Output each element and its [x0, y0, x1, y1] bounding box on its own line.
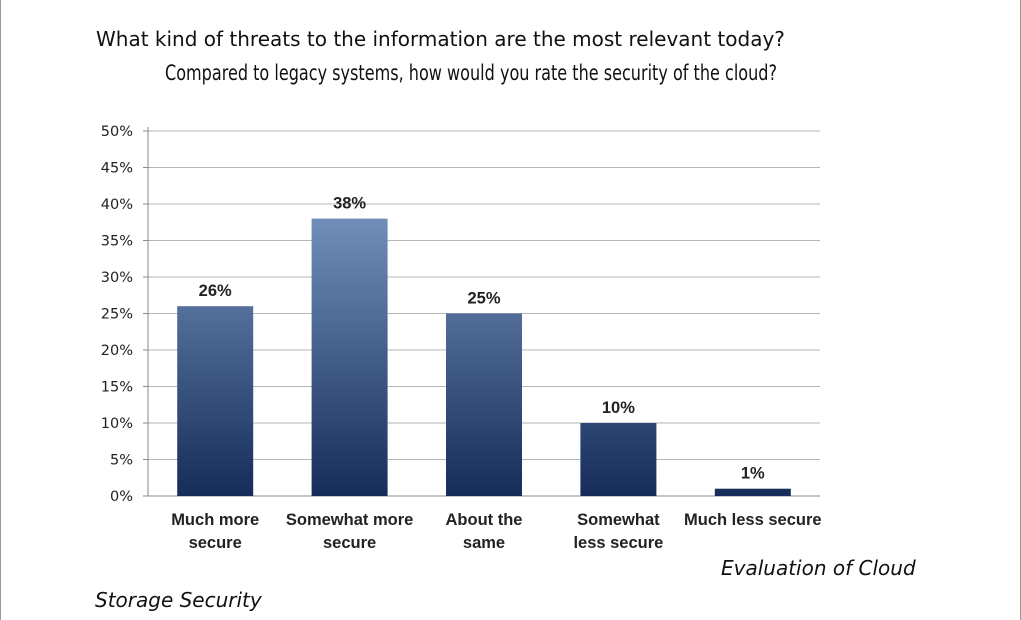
y-tick-label: 35%	[101, 234, 133, 250]
category-label: same	[463, 534, 505, 552]
caption-evaluation: Evaluation of Cloud	[721, 556, 916, 580]
y-tick-label: 0%	[110, 489, 133, 505]
category-label: Much less secure	[684, 511, 822, 529]
data-label: 25%	[467, 290, 500, 308]
data-label: 38%	[333, 195, 366, 213]
bar	[714, 488, 791, 496]
bar	[446, 313, 522, 496]
caption-storage-security: Storage Security	[95, 588, 262, 612]
y-tick-label: 40%	[101, 197, 133, 213]
bar	[311, 218, 388, 496]
y-tick-label: 25%	[101, 307, 133, 323]
y-tick-label: 10%	[101, 416, 133, 432]
data-label: 1%	[741, 465, 765, 483]
y-tick-label: 45%	[101, 161, 133, 177]
category-labels: Much more secure Somewhat more secure About …	[171, 511, 821, 552]
page-question: What kind of threats to the information …	[96, 27, 785, 51]
category-label: Somewhat more	[286, 511, 413, 529]
y-tick-label: 30%	[101, 270, 133, 286]
category-label: About the	[446, 511, 523, 529]
bars	[177, 218, 791, 496]
category-label: Somewhat	[577, 511, 660, 529]
category-label: secure	[323, 534, 376, 552]
category-label: secure	[189, 534, 242, 552]
y-tick-label: 50%	[101, 124, 133, 140]
y-tick-label: 20%	[101, 343, 133, 359]
data-label: 10%	[602, 399, 635, 417]
y-tick-label: 15%	[101, 380, 133, 396]
chart-title: Compared to legacy systems, how would yo…	[165, 61, 777, 85]
y-tick-label: 5%	[110, 453, 133, 469]
category-label: less secure	[573, 534, 663, 552]
left-frame-line	[0, 0, 1, 620]
bar	[580, 423, 657, 496]
data-label: 26%	[199, 282, 232, 300]
y-axis-ticks: 0% 5% 10% 15% 20% 25% 30% 35% 40% 45% 50%	[101, 124, 820, 505]
category-label: Much more	[171, 511, 259, 529]
bar	[177, 306, 254, 496]
data-labels: 26% 38% 25% 10% 1%	[199, 195, 765, 483]
